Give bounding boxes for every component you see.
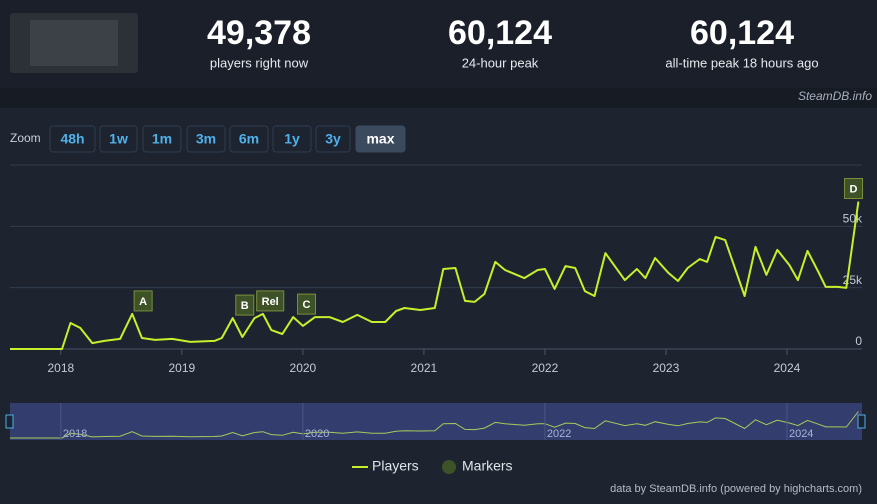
marker-label: C xyxy=(303,299,311,311)
players-line xyxy=(10,201,860,350)
marker-flag xyxy=(256,290,285,312)
stat-label: 24-hour peak xyxy=(462,55,539,70)
navigator-window[interactable] xyxy=(10,403,862,440)
x-tick-label: 2023 xyxy=(653,361,680,375)
stat-value: 60,124 xyxy=(690,14,794,52)
zoom-button-label[interactable]: 48h xyxy=(60,131,84,147)
stat-label: players right now xyxy=(210,55,309,70)
legend-label: Players xyxy=(372,458,419,474)
source-band xyxy=(0,88,877,108)
zoom-button[interactable] xyxy=(186,125,226,153)
navigator-tick-label: 2020 xyxy=(305,428,329,440)
marker-label: Rel xyxy=(262,296,279,308)
zoom-label: Zoom xyxy=(10,131,41,145)
zoom-button[interactable] xyxy=(315,125,351,153)
marker-flag xyxy=(235,294,255,316)
navigator-handle[interactable] xyxy=(5,414,14,429)
marker-label: D xyxy=(850,183,858,195)
marker-flag xyxy=(133,290,153,312)
stat-value: 60,124 xyxy=(448,14,552,52)
legend-label: Markers xyxy=(462,458,513,474)
zoom-button[interactable] xyxy=(272,125,312,153)
marker-label: A xyxy=(139,296,147,308)
stat-label: all-time peak 18 hours ago xyxy=(665,55,818,70)
marker-flag xyxy=(844,177,864,199)
marker-flag xyxy=(297,293,317,315)
zoom-button-label[interactable]: 6m xyxy=(239,131,259,147)
y-tick-label: 0 xyxy=(855,334,862,348)
navigator-tick-label: 2022 xyxy=(547,428,571,440)
zoom-button-label[interactable]: 1w xyxy=(109,131,128,147)
x-tick-label: 2021 xyxy=(411,361,438,375)
zoom-button[interactable] xyxy=(229,125,269,153)
thumbnail-art xyxy=(30,20,118,66)
plot: 0 25k 50k 2018 2019 2020 2021 2022 2023 2024 A B Rel… xyxy=(10,164,864,375)
marker-label: B xyxy=(241,300,249,312)
zoom-button-label[interactable]: 3y xyxy=(325,131,341,147)
credit: data by SteamDB.info (powered by highcha… xyxy=(610,483,862,495)
zoom-buttons: 48h 1w 1m 3m 6m 1y 3y max xyxy=(49,125,406,153)
stat-value: 49,378 xyxy=(207,14,311,52)
zoom-button-label[interactable]: 1m xyxy=(152,131,172,147)
header-band xyxy=(0,0,877,88)
navigator: 2018 2020 2022 2024 xyxy=(10,403,859,440)
y-tick-label: 25k xyxy=(843,273,863,287)
navigator-tick-label: 2024 xyxy=(789,428,813,440)
navigator-line xyxy=(10,411,859,439)
zoom-button[interactable] xyxy=(49,125,96,153)
zoom-button[interactable] xyxy=(355,125,406,153)
x-tick-label: 2019 xyxy=(169,361,196,375)
x-tick-label: 2018 xyxy=(47,361,74,375)
navigator-handle[interactable] xyxy=(857,414,866,429)
y-tick-label: 50k xyxy=(843,212,863,226)
legend-swatch xyxy=(442,460,456,474)
zoom-button-label[interactable]: max xyxy=(366,131,394,147)
zoom-button-label[interactable]: 1y xyxy=(284,131,300,147)
zoom-button-label[interactable]: 3m xyxy=(196,131,216,147)
zoom-button[interactable] xyxy=(99,125,138,153)
zoom-button[interactable] xyxy=(142,125,182,153)
legend: Players Markers xyxy=(352,458,513,474)
x-tick-label: 2020 xyxy=(290,361,317,375)
x-tick-label: 2022 xyxy=(532,361,559,375)
x-tick-label: 2024 xyxy=(774,361,801,375)
source-link[interactable]: SteamDB.info xyxy=(798,89,872,103)
navigator-tick-label: 2018 xyxy=(63,428,87,440)
